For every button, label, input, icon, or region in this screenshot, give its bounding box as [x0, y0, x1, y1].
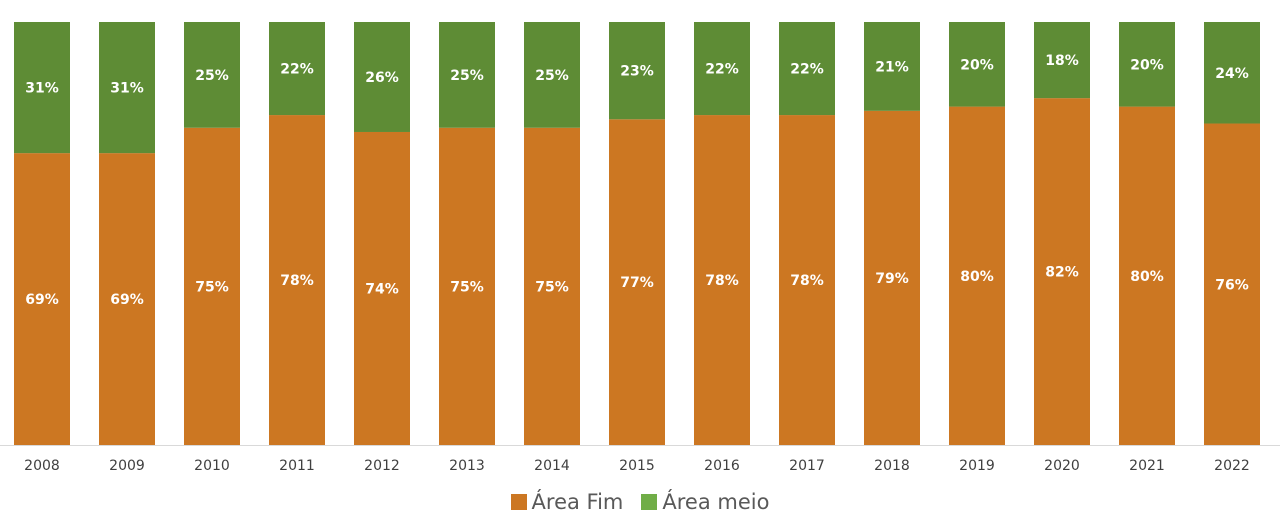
bar-area-meio-2010 — [184, 22, 240, 128]
bar-area-meio-2021 — [1119, 22, 1175, 107]
data-label-area-fim-2008: 69% — [25, 292, 59, 308]
x-tick-label-2008: 2008 — [24, 458, 60, 474]
x-tick-label-2009: 2009 — [109, 458, 145, 474]
data-label-area-fim-2020: 82% — [1045, 265, 1079, 281]
legend-label-area-fim: Área Fim — [531, 490, 624, 514]
data-label-area-meio-2015: 23% — [620, 64, 654, 80]
data-label-area-fim-2015: 77% — [620, 275, 654, 291]
bar-area-meio-2020 — [1034, 22, 1090, 99]
x-tick-label-2017: 2017 — [789, 458, 825, 474]
data-label-area-fim-2019: 80% — [960, 269, 994, 285]
data-label-area-fim-2010: 75% — [195, 279, 229, 295]
legend-swatch-area-meio — [641, 494, 658, 510]
x-tick-label-2021: 2021 — [1129, 458, 1165, 474]
legend-label-area-meio: Área meio — [662, 490, 770, 514]
bar-area-meio-2011 — [269, 22, 325, 116]
bar-area-fim-2016 — [694, 115, 750, 445]
bar-area-fim-2008 — [14, 153, 70, 445]
bar-area-fim-2022 — [1204, 123, 1260, 446]
bar-area-fim-2014 — [524, 127, 580, 445]
bar-area-meio-2022 — [1204, 22, 1260, 124]
bar-area-meio-2017 — [779, 22, 835, 116]
x-tick-label-2016: 2016 — [704, 458, 740, 474]
x-tick-label-2013: 2013 — [449, 458, 485, 474]
data-label-area-meio-2018: 21% — [875, 59, 909, 75]
data-label-area-fim-2021: 80% — [1130, 269, 1164, 285]
data-label-area-meio-2021: 20% — [1130, 57, 1164, 73]
x-tick-label-2011: 2011 — [279, 458, 315, 474]
bar-area-fim-2018 — [864, 110, 920, 445]
legend-swatch-area-fim — [510, 494, 527, 510]
bar-area-fim-2009 — [99, 153, 155, 445]
data-label-area-fim-2016: 78% — [705, 273, 739, 289]
legend-item-area-meio: Área meio — [641, 490, 769, 514]
bar-area-fim-2013 — [439, 127, 495, 445]
data-label-area-fim-2018: 79% — [875, 271, 909, 287]
data-label-area-fim-2014: 75% — [535, 279, 569, 295]
legend: Área Fim Área meio — [0, 490, 1280, 514]
data-label-area-meio-2012: 26% — [365, 70, 399, 86]
data-label-area-meio-2013: 25% — [450, 68, 484, 84]
bar-area-fim-2012 — [354, 131, 410, 446]
bar-area-fim-2017 — [779, 115, 835, 445]
bar-area-fim-2015 — [609, 119, 665, 445]
data-label-area-fim-2022: 76% — [1215, 277, 1249, 293]
x-tick-label-2020: 2020 — [1044, 458, 1080, 474]
bar-area-fim-2021 — [1119, 106, 1175, 445]
data-label-area-fim-2009: 69% — [110, 292, 144, 308]
x-tick-label-2015: 2015 — [619, 458, 655, 474]
bar-area-meio-2014 — [524, 22, 580, 128]
bar-area-meio-2012 — [354, 22, 410, 132]
bar-area-fim-2019 — [949, 106, 1005, 445]
x-tick-label-2022: 2022 — [1214, 458, 1250, 474]
data-label-area-meio-2008: 31% — [25, 81, 59, 97]
data-label-area-meio-2017: 22% — [790, 62, 824, 78]
bar-area-meio-2018 — [864, 22, 920, 111]
bar-area-meio-2009 — [99, 22, 155, 154]
bar-area-fim-2010 — [184, 127, 240, 445]
bar-area-meio-2019 — [949, 22, 1005, 107]
data-label-area-fim-2013: 75% — [450, 279, 484, 295]
bar-area-fim-2020 — [1034, 98, 1090, 445]
x-tick-label-2012: 2012 — [364, 458, 400, 474]
data-label-area-fim-2012: 74% — [365, 281, 399, 297]
x-tick-label-2014: 2014 — [534, 458, 570, 474]
bar-area-meio-2013 — [439, 22, 495, 128]
bar-area-fim-2011 — [269, 115, 325, 445]
x-tick-label-2018: 2018 — [874, 458, 910, 474]
data-label-area-meio-2020: 18% — [1045, 53, 1079, 69]
data-label-area-meio-2011: 22% — [280, 62, 314, 78]
data-label-area-meio-2009: 31% — [110, 81, 144, 97]
data-label-area-fim-2017: 78% — [790, 273, 824, 289]
bar-area-meio-2008 — [14, 22, 70, 154]
x-tick-label-2010: 2010 — [194, 458, 230, 474]
bar-area-meio-2016 — [694, 22, 750, 116]
x-tick-label-2019: 2019 — [959, 458, 995, 474]
data-label-area-meio-2016: 22% — [705, 62, 739, 78]
data-label-area-meio-2022: 24% — [1215, 66, 1249, 82]
legend-item-area-fim: Área Fim — [510, 490, 624, 514]
bar-area-meio-2015 — [609, 22, 665, 120]
data-label-area-meio-2010: 25% — [195, 68, 229, 84]
data-label-area-meio-2019: 20% — [960, 57, 994, 73]
data-label-area-fim-2011: 78% — [280, 273, 314, 289]
data-label-area-meio-2014: 25% — [535, 68, 569, 84]
